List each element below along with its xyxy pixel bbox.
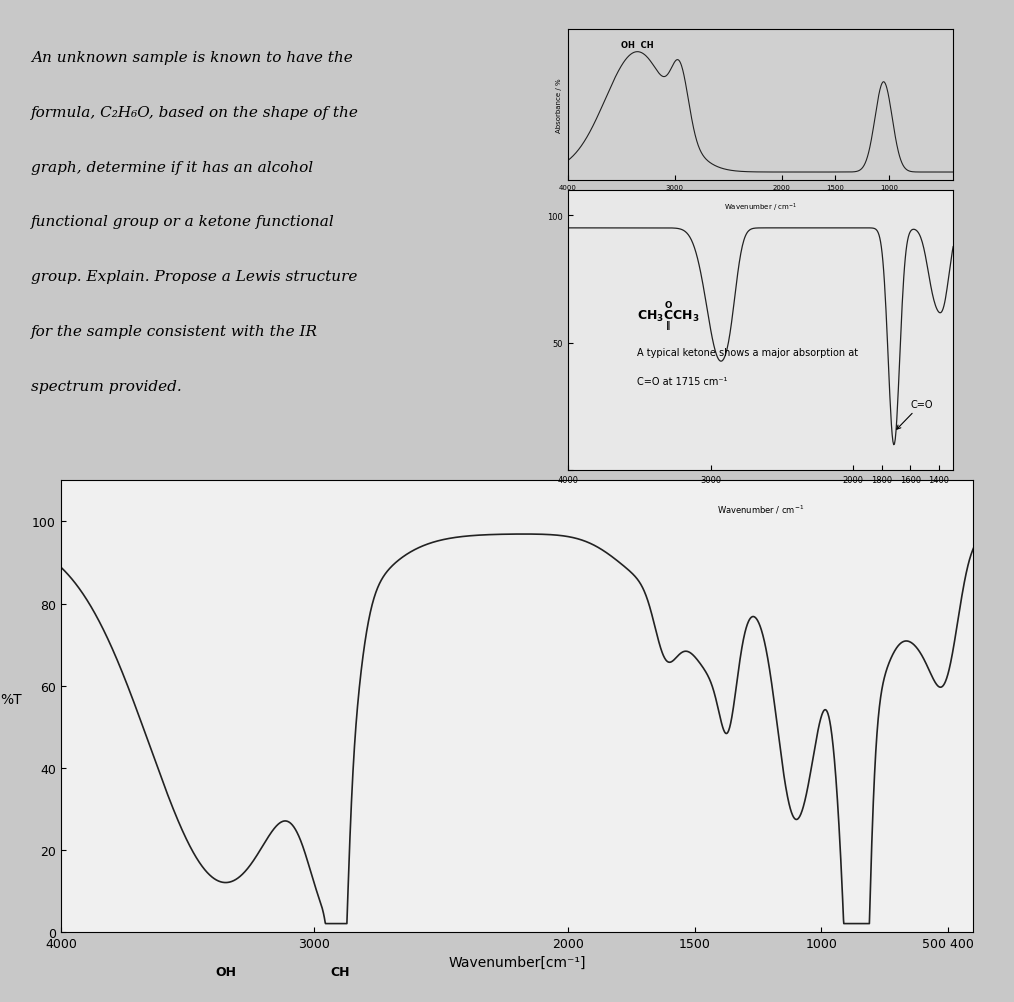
Y-axis label: Absorbance / %: Absorbance / % xyxy=(557,78,563,132)
Text: spectrum provided.: spectrum provided. xyxy=(30,380,182,394)
Text: graph, determine if it has an alcohol: graph, determine if it has an alcohol xyxy=(30,160,313,174)
Text: CH: CH xyxy=(330,965,350,978)
Text: formula, C₂H₆O, based on the shape of the: formula, C₂H₆O, based on the shape of th… xyxy=(30,106,359,120)
Text: for the sample consistent with the IR: for the sample consistent with the IR xyxy=(30,325,317,339)
Text: functional group or a ketone functional: functional group or a ketone functional xyxy=(30,215,335,229)
Text: An unknown sample is known to have the: An unknown sample is known to have the xyxy=(30,51,353,65)
Text: group. Explain. Propose a Lewis structure: group. Explain. Propose a Lewis structur… xyxy=(30,270,357,284)
Text: Wavenumber / cm$^{-1}$: Wavenumber / cm$^{-1}$ xyxy=(717,503,804,515)
Text: OH: OH xyxy=(215,965,236,978)
Text: Wavenumber / cm$^{-1}$: Wavenumber / cm$^{-1}$ xyxy=(724,201,797,213)
Text: C=O at 1715 cm⁻¹: C=O at 1715 cm⁻¹ xyxy=(637,376,728,386)
Text: $\bf{CH_3\overset{O}{\underset{\|}{C}}CH_3}$: $\bf{CH_3\overset{O}{\underset{\|}{C}}CH… xyxy=(637,300,700,334)
Text: OH  CH: OH CH xyxy=(693,151,736,161)
Text: C=O: C=O xyxy=(896,399,933,430)
Y-axis label: %T: %T xyxy=(0,692,22,706)
Text: OH  CH: OH CH xyxy=(622,41,654,49)
Text: A typical ketone shows a major absorption at: A typical ketone shows a major absorptio… xyxy=(637,348,858,358)
X-axis label: Wavenumber[cm⁻¹]: Wavenumber[cm⁻¹] xyxy=(448,955,586,969)
